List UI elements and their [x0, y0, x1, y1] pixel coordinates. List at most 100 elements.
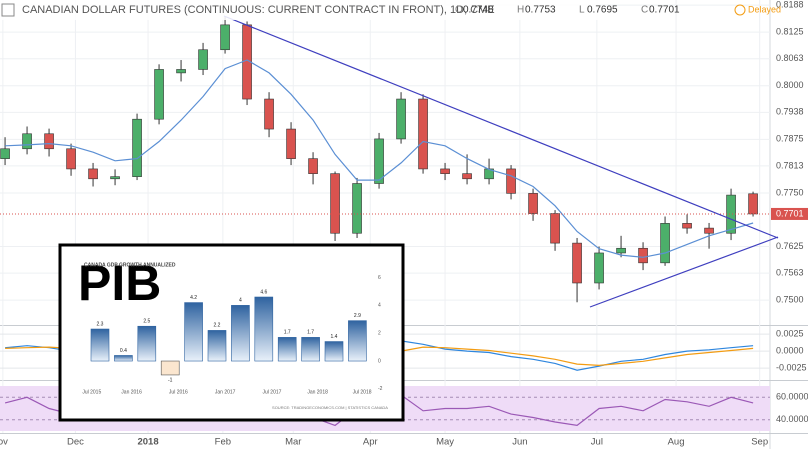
bar: [90, 328, 110, 362]
x-tick-label: ov: [0, 437, 8, 448]
x-tick-label: Jul 2018: [353, 389, 372, 395]
candle-body: [0, 148, 10, 159]
candle-body: [396, 98, 406, 140]
x-tick-label: Sep: [751, 437, 768, 448]
candle-body: [110, 176, 120, 180]
x-tick-label: Dec: [67, 437, 84, 448]
x-tick-label: May: [436, 437, 454, 448]
annotation: PIB: [78, 255, 161, 311]
candle-body: [220, 24, 230, 51]
price-pane: 0.8188 0.8125 0.8063 0.8000 0.7938 0.7875 0.78…: [0, 0, 808, 433]
header-bg: [0, 0, 600, 20]
last-price-label: 0.7701: [776, 208, 804, 218]
bar: [348, 320, 367, 362]
ohlc-value: 0.7748: [463, 5, 494, 16]
bar: [254, 296, 274, 362]
y-tick-label: 0.0000: [776, 346, 804, 356]
y-tick-label: 0.7750: [776, 187, 804, 197]
y-tick-label: 0.7625: [776, 241, 804, 251]
y-tick-label: 0.8188: [776, 0, 804, 10]
trendline: [589, 236, 779, 308]
y-tick-label: 0.7938: [776, 107, 804, 117]
x-tick-label: Jan 2017: [215, 389, 236, 395]
candle-body: [176, 69, 186, 74]
y-tick-label: 0: [378, 358, 381, 364]
candle-body: [462, 173, 472, 180]
x-tick-label: Jul 2016: [169, 389, 188, 395]
value-label: 4.6: [260, 289, 267, 295]
candle-body: [660, 223, 670, 264]
y-tick-label: 0.8125: [776, 27, 804, 37]
candle-body: [616, 247, 626, 254]
x-tick-label: Mar: [285, 437, 301, 448]
candle-body: [132, 118, 142, 177]
candle-body: [638, 247, 648, 264]
bar: [160, 360, 180, 376]
candle-body: [594, 252, 604, 284]
value-label: 4.2: [190, 295, 197, 301]
candle-body: [88, 168, 98, 180]
y-tick-label: 0.8000: [776, 80, 804, 90]
x-tick-label: Feb: [215, 437, 231, 448]
value-label: 1.7: [307, 330, 314, 336]
candle-body: [726, 194, 736, 234]
candle-body: [418, 98, 428, 170]
collapse-icon[interactable]: [1, 3, 15, 17]
ohlc-value: 0.7753: [525, 5, 556, 16]
inset-title: CANADA GDP GROWTH ANNUALIZED: [84, 262, 176, 268]
x-tick-label: Jan 2016: [121, 389, 142, 395]
x-tick-label: Jul 2017: [263, 389, 282, 395]
value-label: 4: [239, 298, 242, 304]
ohlc-label: H: [517, 5, 524, 16]
bar: [301, 337, 320, 362]
value-label: 2.3: [97, 321, 104, 327]
bar: [114, 355, 133, 362]
candle-body: [572, 242, 582, 284]
candle-body: [748, 193, 758, 215]
trendline: [223, 15, 779, 239]
candle-body: [374, 138, 384, 184]
x-tick-label: Jan 2018: [307, 389, 328, 395]
candle-body: [66, 148, 76, 170]
y-tick-label: 0.0025: [776, 329, 804, 339]
status-icon: [734, 4, 746, 16]
status: Delayed: [748, 4, 781, 14]
symbol-title: CANADIAN DOLLAR FUTURES (CONTINUOUS: CUR…: [22, 4, 495, 16]
y-tick-label: 40.0000: [776, 414, 808, 424]
y-tick-label: -2: [378, 386, 383, 392]
value-label: 1.7: [284, 330, 291, 336]
candle-body: [198, 49, 208, 70]
bar: [137, 325, 157, 362]
candle-body: [44, 133, 54, 150]
ohlc-value: 0.7701: [649, 5, 680, 16]
y-tick-label: 2: [378, 331, 381, 337]
trendlines: [223, 15, 779, 308]
y-tick-label: 0.7875: [776, 134, 804, 144]
x-tick-label: Jul: [591, 437, 603, 448]
candle-body: [704, 227, 714, 234]
value-label: 1.4: [331, 334, 338, 340]
y-tick-label: -0.0025: [776, 363, 807, 373]
y-tick-label: 0.7500: [776, 295, 804, 305]
value-label: 2.5: [143, 319, 150, 325]
y-tick-label: 60.0000: [776, 392, 808, 402]
y-tick-label: 4: [378, 303, 381, 309]
ohlc-label: O: [455, 5, 463, 16]
candle-body: [286, 128, 296, 159]
candle-body: [440, 168, 450, 174]
candle-body: [308, 158, 318, 174]
ohlc-label: C: [641, 5, 648, 16]
candle-body: [330, 173, 340, 234]
y-tick-label: 0.8063: [776, 53, 804, 63]
series-line: [5, 59, 754, 258]
x-tick-label: Jun: [512, 437, 527, 448]
inset-source: SOURCE: TRADINGECONOMICS.COM | STATISTIC…: [272, 405, 388, 410]
last-price-box: [771, 207, 808, 220]
candle-body: [550, 213, 560, 244]
candle-body: [352, 183, 362, 234]
candle-body: [528, 193, 538, 214]
x-tick-label: Jul 2015: [82, 389, 101, 395]
y-tick-label: 0.7813: [776, 160, 804, 170]
y-tick-label: 6: [378, 275, 381, 281]
